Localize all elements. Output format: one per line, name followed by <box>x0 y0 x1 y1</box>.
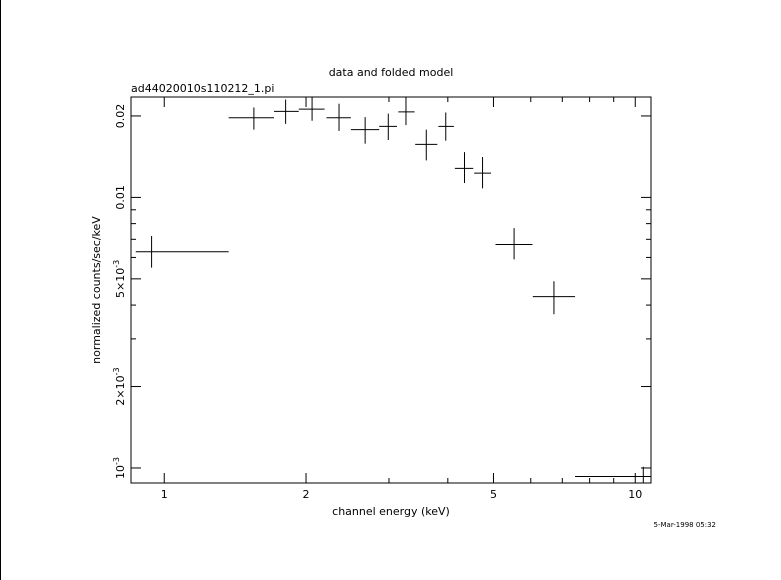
timestamp: 5-Mar-1998 05:32 <box>654 521 716 529</box>
y-tick-label: 0.01 <box>114 185 127 210</box>
data-point <box>298 97 325 121</box>
data-point <box>532 281 576 315</box>
y-axis: 10-32×10-35×10-30.010.02 <box>112 104 651 479</box>
left-border <box>0 0 1 580</box>
chart-subtitle: ad44020010s110212_1.pi <box>131 82 274 95</box>
data-point <box>575 466 651 483</box>
data-points <box>135 97 651 483</box>
data-point <box>350 117 380 144</box>
x-tick-label: 10 <box>628 488 642 501</box>
y-tick-label: 0.02 <box>114 104 127 129</box>
data-point <box>495 228 533 260</box>
y-axis-label: normalized counts/sec/keV <box>90 216 103 364</box>
x-tick-label: 2 <box>303 488 310 501</box>
data-point <box>474 157 491 189</box>
data-point <box>415 129 438 161</box>
data-point <box>326 103 351 131</box>
data-point <box>135 236 229 268</box>
y-tick-label-exponent: -3 <box>112 367 121 375</box>
x-tick-label: 1 <box>161 488 168 501</box>
x-axis: 1 2 5 10 <box>161 97 642 501</box>
data-point <box>438 112 454 141</box>
data-point <box>379 113 397 140</box>
y-tick-label-base: 10 <box>114 465 127 479</box>
y-tick-label: 2×10-3 <box>112 367 127 405</box>
y-tick-label-base: 0.02 <box>114 104 127 129</box>
data-point <box>228 107 274 130</box>
x-axis-label: channel energy (keV) <box>332 505 450 518</box>
y-tick-label: 5×10-3 <box>112 260 127 298</box>
data-point <box>398 97 415 126</box>
y-tick-label-base: 5×10 <box>114 268 127 298</box>
y-tick-label: 10-3 <box>112 457 127 479</box>
y-tick-label-exponent: -3 <box>112 260 121 268</box>
y-tick-label-exponent: -3 <box>112 457 121 465</box>
chart-title: data and folded model <box>329 66 454 79</box>
y-tick-label-base: 0.01 <box>114 185 127 210</box>
data-point <box>273 99 299 124</box>
y-tick-label-base: 2×10 <box>114 375 127 405</box>
plot-frame <box>130 96 652 484</box>
x-tick-label: 5 <box>490 488 497 501</box>
data-point <box>454 152 474 184</box>
